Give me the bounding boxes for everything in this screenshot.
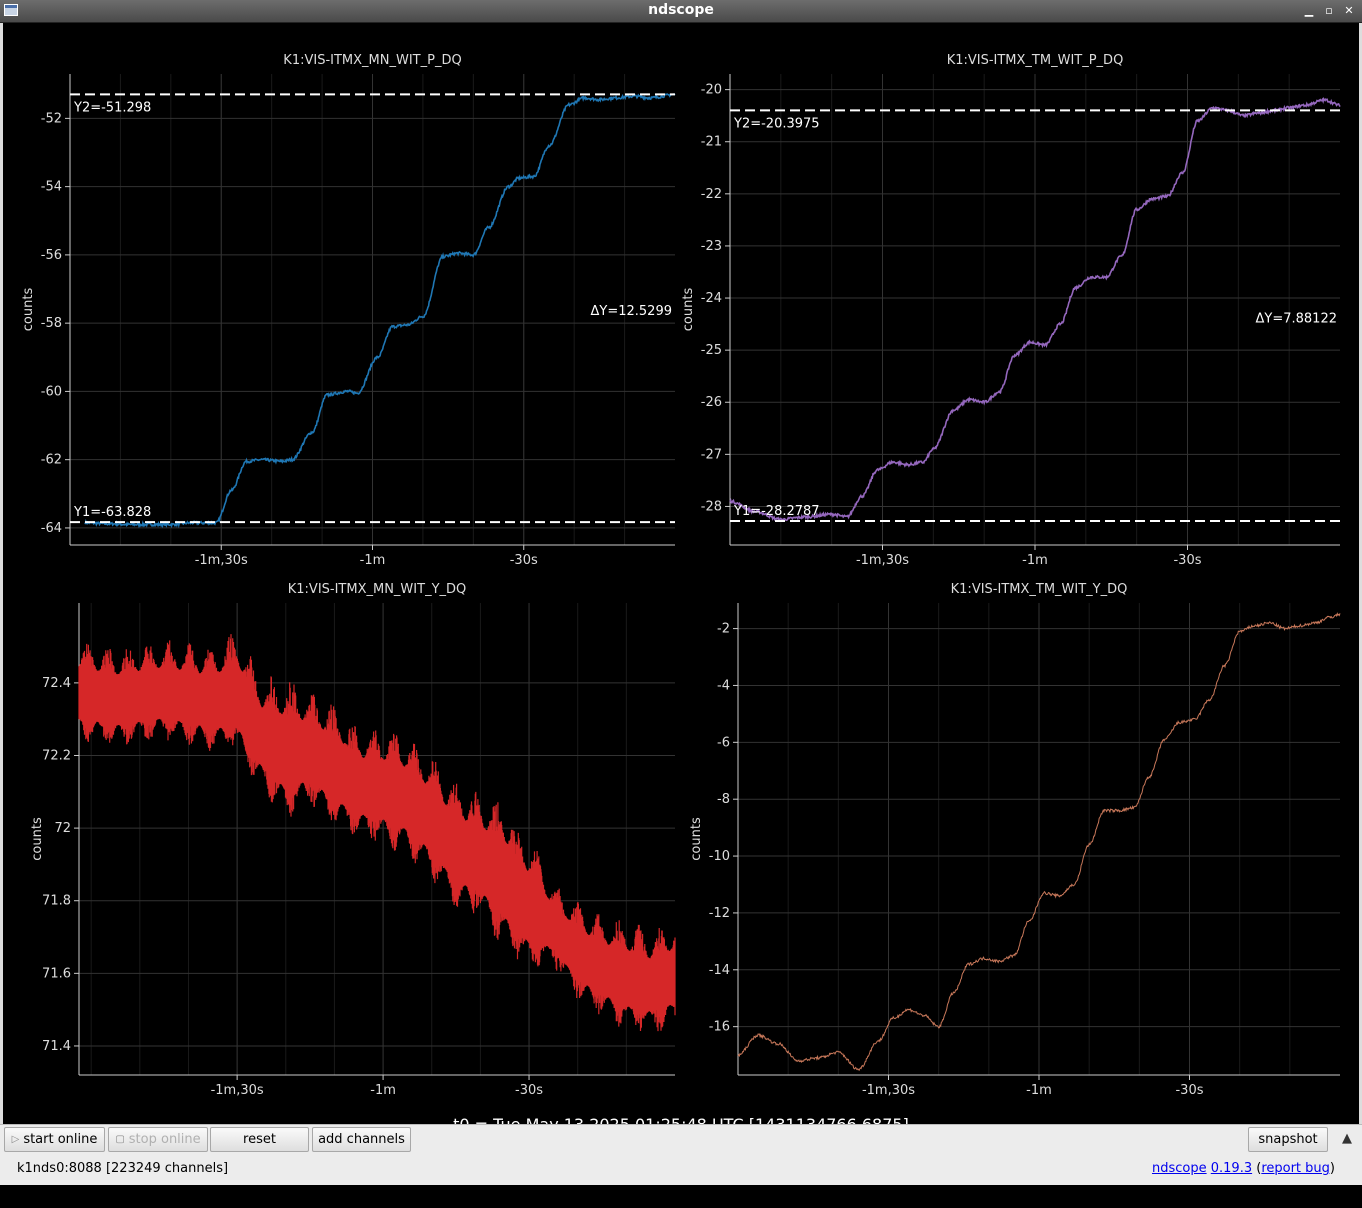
statusbar: k1nds0:8088 [223249 channels] ndscope 0.… bbox=[0, 1154, 1362, 1185]
start-online-label: start online bbox=[23, 1132, 98, 1147]
x-tick-label: -1m bbox=[360, 553, 386, 568]
y-tick-label: -26 bbox=[701, 395, 722, 410]
stop-online-label: stop online bbox=[128, 1132, 201, 1147]
x-tick-label: -1m bbox=[1022, 553, 1048, 568]
x-tick-label: -1m bbox=[1026, 1083, 1052, 1098]
plot-2: -1m,30s -1m -30s -20 -21 -22 -23 -24 -25 -26 -27 -2… bbox=[681, 53, 1341, 568]
y-axis-label: counts bbox=[21, 288, 36, 332]
y-tick-label: 71.6 bbox=[42, 966, 71, 981]
y-tick-label: 72 bbox=[54, 821, 71, 836]
stop-online-button[interactable]: ▢ stop online bbox=[108, 1127, 208, 1152]
y-tick-label: -25 bbox=[701, 343, 722, 358]
play-icon: ▷ bbox=[11, 1134, 20, 1145]
y-tick-label: -20 bbox=[701, 83, 722, 98]
x-tick-label: -30s bbox=[1173, 553, 1201, 568]
y-tick-label: -60 bbox=[41, 384, 62, 399]
y-tick-label: -52 bbox=[41, 111, 62, 126]
y-tick-label: -54 bbox=[41, 180, 62, 195]
cursor-y1-label: Y1=-28.2787 bbox=[733, 504, 820, 519]
series-line bbox=[737, 612, 1341, 1072]
plot-title: K1:VIS-ITMX_MN_WIT_P_DQ bbox=[283, 53, 461, 68]
collapse-up-icon[interactable]: ▲ bbox=[1342, 1131, 1352, 1146]
y-tick-label: -21 bbox=[701, 135, 722, 150]
series-line bbox=[84, 92, 676, 529]
y-axis-label: counts bbox=[30, 817, 45, 861]
y-axis-label: counts bbox=[681, 288, 696, 332]
stop-icon: ▢ bbox=[115, 1134, 125, 1145]
start-online-button[interactable]: ▷ start online bbox=[4, 1127, 105, 1152]
window-title: ndscope bbox=[648, 2, 714, 18]
snapshot-button[interactable]: snapshot bbox=[1248, 1127, 1328, 1152]
channel-count: [223249 channels] bbox=[105, 1161, 229, 1176]
report-bug-link[interactable]: report bug bbox=[1261, 1161, 1330, 1176]
cursor-y2-label: Y2=-51.298 bbox=[73, 100, 151, 115]
y-tick-label: 72.2 bbox=[42, 748, 71, 763]
y-tick-label: -14 bbox=[709, 963, 730, 978]
plots-svg[interactable]: -1m,30s -1m -30s -52 -54 -56 -58 -60 -62 -64 K1:VI… bbox=[3, 23, 1359, 1147]
cursor-y1-label: Y1=-63.828 bbox=[73, 505, 151, 520]
plot-title: K1:VIS-ITMX_TM_WIT_Y_DQ bbox=[951, 582, 1128, 597]
y-axis-label: counts bbox=[689, 817, 704, 861]
y-tick-label: 72.4 bbox=[42, 676, 71, 691]
y-tick-label: -2 bbox=[717, 622, 730, 637]
y-tick-label: 71.4 bbox=[42, 1039, 71, 1054]
cursor-y2-label: Y2=-20.3975 bbox=[733, 116, 820, 131]
plot-title: K1:VIS-ITMX_TM_WIT_P_DQ bbox=[947, 53, 1124, 68]
maximize-icon[interactable]: ▫ bbox=[1325, 4, 1333, 17]
series-line bbox=[729, 96, 1341, 523]
close-icon[interactable]: ✕ bbox=[1344, 4, 1354, 17]
x-tick-label: -1m,30s bbox=[856, 553, 909, 568]
x-tick-label: -1m,30s bbox=[195, 553, 248, 568]
y-tick-label: -4 bbox=[717, 678, 730, 693]
y-tick-label: -58 bbox=[41, 316, 62, 331]
x-tick-label: -30s bbox=[510, 553, 538, 568]
y-tick-label: -27 bbox=[701, 447, 722, 462]
x-tick-label: -1m bbox=[370, 1083, 396, 1098]
reset-button[interactable]: reset bbox=[210, 1127, 309, 1152]
y-tick-label: -12 bbox=[709, 906, 730, 921]
ndscope-link[interactable]: ndscope bbox=[1151, 1161, 1207, 1176]
add-channels-button[interactable]: add channels bbox=[312, 1127, 411, 1152]
y-tick-label: -56 bbox=[41, 248, 62, 263]
y-tick-label: -28 bbox=[701, 499, 722, 514]
cursor-delta-label: ΔY=12.5299 bbox=[591, 304, 673, 319]
server-address: k1nds0:8088 bbox=[17, 1161, 102, 1176]
x-tick-label: -30s bbox=[1175, 1083, 1203, 1098]
window-titlebar[interactable]: ndscope ▁ ▫ ✕ bbox=[0, 0, 1362, 23]
y-tick-label: -10 bbox=[709, 849, 730, 864]
series-band bbox=[78, 634, 676, 1032]
y-tick-label: -24 bbox=[701, 291, 722, 306]
x-tick-label: -1m,30s bbox=[862, 1083, 915, 1098]
y-tick-label: -62 bbox=[41, 453, 62, 468]
plot-3: -1m,30s -1m -30s 72.4 72.2 72 71.8 71.6 71.4 K1:V… bbox=[30, 582, 676, 1098]
y-tick-label: -8 bbox=[717, 792, 730, 807]
plot-4: -1m,30s -1m -30s -2 -4 -6 -8 -10 -12 -14 -16 K1:VIS… bbox=[689, 582, 1341, 1098]
y-tick-label: -16 bbox=[709, 1020, 730, 1035]
y-tick-label: 71.8 bbox=[42, 894, 71, 909]
y-tick-label: -6 bbox=[717, 735, 730, 750]
x-tick-label: -30s bbox=[515, 1083, 543, 1098]
version-link[interactable]: 0.19.3 bbox=[1210, 1161, 1253, 1176]
minimize-icon[interactable]: ▁ bbox=[1304, 4, 1314, 17]
y-tick-label: -22 bbox=[701, 187, 722, 202]
plot-area: -1m,30s -1m -30s -52 -54 -56 -58 -60 -62 -64 K1:VI… bbox=[0, 23, 1362, 1147]
toolbar: ▷ start online ▢ stop online reset add c… bbox=[0, 1124, 1362, 1155]
window-menu-icon[interactable] bbox=[4, 4, 18, 16]
x-tick-label: -1m,30s bbox=[211, 1083, 264, 1098]
main-window: -1m,30s -1m -30s -52 -54 -56 -58 -60 -62 -64 K1:VI… bbox=[0, 23, 1362, 1208]
plot-1: -1m,30s -1m -30s -52 -54 -56 -58 -60 -62 -64 K1:VI… bbox=[21, 53, 676, 568]
plot-title: K1:VIS-ITMX_MN_WIT_Y_DQ bbox=[288, 582, 467, 597]
y-tick-label: -23 bbox=[701, 239, 722, 254]
y-tick-label: -64 bbox=[41, 521, 62, 536]
cursor-delta-label: ΔY=7.88122 bbox=[1256, 312, 1338, 327]
